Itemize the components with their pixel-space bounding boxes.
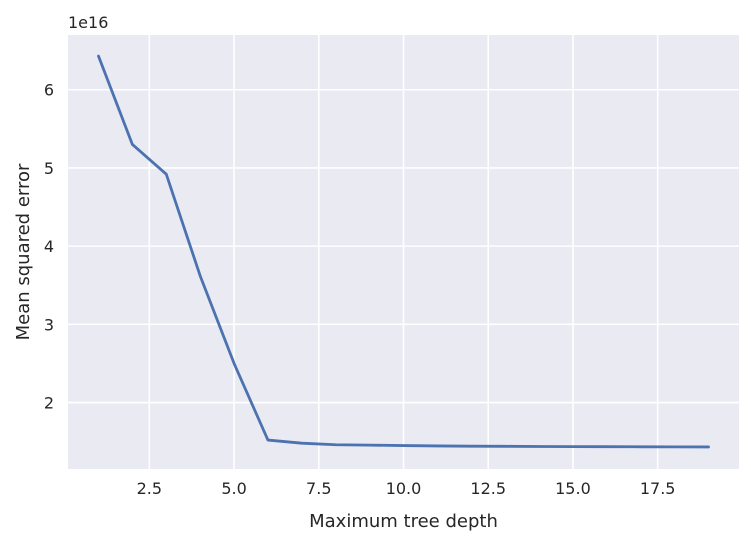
x-tick-label: 17.5 [640,479,676,498]
x-tick-label: 10.0 [386,479,422,498]
x-tick-label: 2.5 [137,479,162,498]
series-layer [97,54,710,449]
series-line [97,54,710,449]
x-tick-label: 12.5 [470,479,506,498]
x-axis-ticks: 2.5 5.0 7.5 10.0 12.5 15.0 17.5 [137,479,676,498]
grid [68,35,739,469]
y-tick-label: 2 [44,394,54,413]
x-tick-label: 7.5 [306,479,331,498]
x-tick-label: 5.0 [221,479,246,498]
y-tick-label: 5 [44,159,54,178]
y-axis-label: Mean squared error [13,163,34,340]
y-tick-label: 3 [44,315,54,334]
x-tick-label: 15.0 [555,479,591,498]
y-offset-label: 1e16 [68,13,108,32]
y-tick-label: 4 [44,237,54,256]
y-axis-ticks: 2 3 4 5 6 [44,81,54,413]
x-axis-label: Maximum tree depth [309,511,498,532]
y-tick-label: 6 [44,81,54,100]
